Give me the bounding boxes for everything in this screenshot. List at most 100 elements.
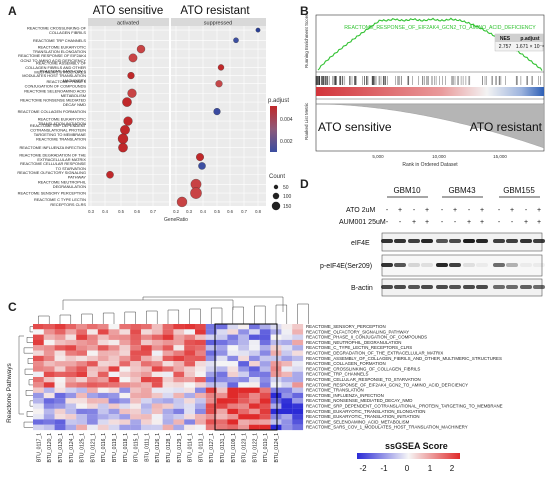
x-tick: 0.3 <box>186 209 192 214</box>
panel-d: GBM10 GBM43 GBM155 ATO 2uM AUM001 25uM -… <box>320 186 545 296</box>
sign-aum: + <box>480 219 484 226</box>
heatmap-column-label: BTU_0111_1 <box>144 433 150 462</box>
heatmap-cell <box>44 425 55 430</box>
heatmap-cell <box>292 366 303 371</box>
band-b-actin <box>506 285 518 289</box>
heatmap-cell <box>238 388 249 393</box>
heatmap-cell <box>33 377 44 382</box>
heatmap-cell <box>173 366 184 371</box>
heatmap-cell <box>76 425 87 430</box>
heatmap-cell <box>173 393 184 398</box>
band-eif4e <box>394 239 406 243</box>
heatmap-cell <box>98 398 109 403</box>
panel-a-title-right: ATO resistant <box>180 5 250 17</box>
heatmap-cell <box>184 356 195 361</box>
heatmap-cell <box>217 393 228 398</box>
heatmap-cell <box>65 404 76 409</box>
heatmap-cell <box>217 398 228 403</box>
heatmap-cell <box>173 372 184 377</box>
band-p-eif4e <box>408 263 420 267</box>
heatmap-column-label: BTU_0121_1 <box>90 433 96 463</box>
heatmap-cell <box>260 377 271 382</box>
band-b-actin <box>394 285 406 289</box>
heatmap-cell <box>33 335 44 340</box>
heatmap-cell <box>292 404 303 409</box>
heatmap-row-label: REACTOME_RESPONSE_OF_EIF2AK4_GCN2_TO_AMI… <box>306 382 468 387</box>
panel-c: Reactome Pathways REACTOME_SENSORY_PERCE… <box>6 297 503 473</box>
heatmap-cell <box>173 361 184 366</box>
heatmap-cell <box>141 382 152 387</box>
blot-p-eif4e <box>382 255 542 276</box>
sign-ato: - <box>413 207 416 214</box>
heatmap-cell <box>44 356 55 361</box>
dendrogram-branch <box>168 310 179 324</box>
heatmap-cell <box>109 414 120 419</box>
heatmap-cell <box>163 366 174 371</box>
dendrogram-branch <box>211 308 222 324</box>
heatmap-cell <box>76 340 87 345</box>
heatmap-cell <box>33 425 44 430</box>
heatmap-cell <box>173 419 184 424</box>
heatmap-cell <box>163 340 174 345</box>
heatmap-cell <box>98 404 109 409</box>
heatmap-cell <box>271 351 282 356</box>
heatmap-cell <box>227 414 238 419</box>
heatmap-cell <box>271 388 282 393</box>
heatmap-cell <box>130 398 141 403</box>
group-label-gbm155: GBM155 <box>503 186 535 195</box>
heatmap-cell <box>55 409 66 414</box>
heatmap-cell <box>281 382 292 387</box>
heatmap-cell <box>65 324 76 329</box>
heatmap-cell <box>109 361 120 366</box>
heatmap-row-label: REACTOME_TRANSLATION <box>306 388 364 393</box>
sign-ato: + <box>425 207 429 214</box>
heatmap-cell <box>55 382 66 387</box>
heatmap-cell <box>55 393 66 398</box>
heatmap-cell <box>76 361 87 366</box>
heatmap-cell <box>87 340 98 345</box>
band-p-eif4e <box>421 263 433 267</box>
band-b-actin <box>408 285 420 289</box>
term-label: REACTOME COLLAGEN FORMATION <box>18 109 87 114</box>
heatmap-cell <box>163 382 174 387</box>
heatmap-cell <box>195 393 206 398</box>
heatmap-cell <box>184 393 195 398</box>
dot <box>216 80 223 87</box>
heatmap-row-label: REACTOME_ASSEMBLY_OF_COLLAGEN_FIBRILS_AN… <box>306 356 502 361</box>
heatmap-cell <box>152 366 163 371</box>
heatmap-column-label: BTU_0126_1 <box>155 433 161 463</box>
band-p-eif4e <box>476 263 488 267</box>
heatmap-cell <box>87 425 98 430</box>
heatmap-cell <box>87 324 98 329</box>
heatmap-cell <box>260 356 271 361</box>
rank-color-bar <box>316 87 544 96</box>
heatmap-cell <box>217 404 228 409</box>
heatmap-cell <box>217 361 228 366</box>
heatmap-cell <box>238 345 249 350</box>
band-b-actin <box>493 285 505 289</box>
heatmap-cell <box>76 393 87 398</box>
heatmap-column-label: BTU_0117_1 <box>36 433 42 462</box>
heatmap-cell <box>98 414 109 419</box>
heatmap-cell <box>292 377 303 382</box>
heatmap-cell <box>238 404 249 409</box>
heatmap-cell <box>184 419 195 424</box>
blot-b-actin <box>382 279 542 296</box>
dendrogram-branch <box>38 316 49 324</box>
heatmap-cell <box>109 404 120 409</box>
heatmap-cell <box>141 425 152 430</box>
nes-value: 2.757 <box>499 44 512 50</box>
heatmap-cell <box>249 414 260 419</box>
heatmap-cell <box>55 404 66 409</box>
heatmap-cell <box>163 345 174 350</box>
heatmap-cell <box>292 393 303 398</box>
heatmap-cell <box>65 414 76 419</box>
heatmap-cell <box>271 382 282 387</box>
dendrogram-branch <box>29 380 33 385</box>
heatmap-cell <box>65 356 76 361</box>
heatmap-row-label: REACTOME_SENSORY_PERCEPTION <box>306 324 386 329</box>
heatmap-cell <box>33 404 44 409</box>
heatmap-cell <box>152 414 163 419</box>
dot <box>233 38 238 43</box>
heatmap-cell <box>271 377 282 382</box>
